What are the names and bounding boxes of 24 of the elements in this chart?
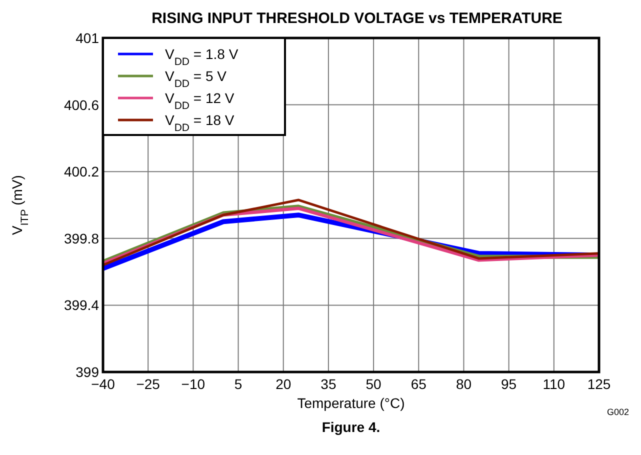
y-tick-label: 399.4 <box>64 297 100 314</box>
y-tick-label: 400.6 <box>64 96 100 113</box>
legend-label: V$_{DD}$ = 5 V <box>165 68 228 90</box>
y-tick-label: 401 <box>76 30 100 46</box>
caption: Figure 4. <box>322 419 380 435</box>
x-tick-label: 65 <box>410 376 427 392</box>
x-tick-label: 80 <box>456 376 472 392</box>
x-tick-label: 125 <box>587 376 611 392</box>
x-tick-label: 110 <box>542 376 566 392</box>
legend-label: V$_{DD}$ = 12 V <box>165 90 235 112</box>
text: G002 <box>606 407 629 417</box>
legend-label: V$_{DD}$ = 18 V <box>165 112 235 134</box>
y-tick-label: 400.2 <box>64 164 100 180</box>
x-tick-label: −10 <box>181 376 206 392</box>
chart-title: RISING INPUT THRESHOLD VOLTAGE vs TEMPERATURE <box>152 10 562 27</box>
legend-label: V$_{DD}$ = 1.8 V <box>165 46 239 68</box>
y-tick-label: 399.8 <box>64 230 100 246</box>
x-tick-label: 5 <box>234 376 242 392</box>
x-tick-label: 35 <box>320 376 336 392</box>
x-tick-label: 95 <box>501 376 517 392</box>
x-tick-label: −25 <box>136 376 160 392</box>
x-axis-title: Temperature (°C) <box>297 395 405 411</box>
x-tick-label: 20 <box>276 376 292 392</box>
x-tick-label: 50 <box>366 376 382 392</box>
